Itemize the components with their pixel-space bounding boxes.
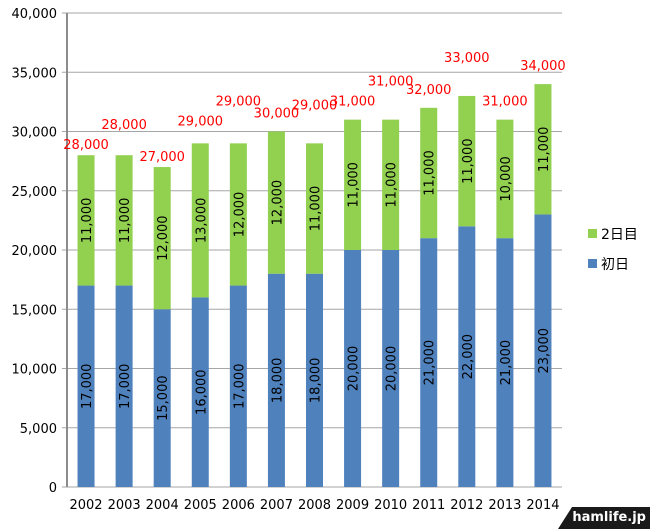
y-tick-label: 5,000	[20, 422, 57, 437]
y-tick-label: 10,000	[12, 363, 58, 378]
bar-day1	[344, 250, 362, 487]
bar-day2	[153, 167, 171, 310]
watermark-text: hamlife.jp	[572, 510, 646, 525]
bar-value-label: 17,000	[118, 364, 133, 410]
legend-label: 初日	[601, 256, 629, 273]
x-tick-label: 2005	[184, 498, 217, 513]
bar-value-label: 21,000	[423, 340, 438, 386]
x-tick-label: 2002	[69, 498, 102, 513]
bar-value-label: 11,000	[309, 186, 324, 232]
bar-day2	[420, 107, 438, 239]
bar-value-label: 11,000	[80, 198, 95, 244]
bar-value-label: 16,000	[194, 369, 209, 415]
x-tick-label: 2004	[146, 498, 179, 513]
y-tick-label: 40,000	[12, 7, 58, 22]
bar-day2	[77, 155, 95, 286]
bar-day2	[534, 84, 552, 215]
legend-swatch	[588, 229, 597, 238]
bar-value-label: 17,000	[80, 364, 95, 410]
bar-day2	[267, 131, 285, 274]
bar-value-label: 18,000	[270, 358, 285, 404]
bar-day1	[382, 250, 400, 487]
bar-day2	[229, 143, 247, 286]
bar-value-label: 20,000	[385, 346, 400, 392]
y-tick-label: 20,000	[12, 244, 58, 259]
bar-day1	[115, 285, 133, 487]
total-label: 34,000	[520, 59, 566, 74]
bar-value-label: 10,000	[499, 156, 514, 202]
bar-value-label: 21,000	[499, 340, 514, 386]
y-tick-label: 0	[49, 481, 57, 496]
bar-value-label: 20,000	[347, 346, 362, 392]
total-label: 28,000	[101, 118, 147, 133]
y-tick-label: 35,000	[12, 66, 58, 81]
bar-value-label: 11,000	[118, 198, 133, 244]
y-tick-label: 15,000	[12, 303, 58, 318]
total-label: 31,000	[368, 75, 414, 90]
bar-day2	[115, 155, 133, 286]
total-label: 29,000	[216, 94, 262, 109]
total-label: 28,000	[63, 138, 109, 153]
bar-day1	[77, 285, 95, 487]
bar-day2	[458, 95, 476, 227]
watermark-logo: hamlife.jp	[558, 507, 650, 529]
total-label: 33,000	[444, 51, 490, 66]
bar-day2	[306, 143, 323, 274]
bar-day1	[420, 238, 438, 487]
bar-value-label: 23,000	[537, 328, 552, 374]
x-tick-label: 2013	[488, 498, 521, 513]
total-label: 29,000	[178, 114, 224, 129]
x-tick-label: 2012	[450, 498, 483, 513]
bar-day1	[191, 297, 209, 487]
total-label: 31,000	[482, 95, 528, 110]
x-tick-label: 2014	[526, 498, 559, 513]
bar-value-label: 12,000	[232, 192, 247, 238]
bar-value-label: 12,000	[270, 180, 285, 226]
bar-day2	[344, 119, 362, 251]
bar-value-label: 18,000	[309, 358, 324, 404]
bar-value-label: 15,000	[156, 375, 171, 421]
total-label: 32,000	[406, 83, 452, 98]
bar-day2	[191, 143, 209, 298]
bar-value-label: 12,000	[156, 215, 171, 261]
total-label: 30,000	[254, 107, 300, 122]
x-tick-label: 2003	[108, 498, 141, 513]
x-tick-label: 2007	[260, 498, 293, 513]
total-label: 31,000	[330, 95, 376, 110]
bar-value-label: 11,000	[347, 162, 362, 208]
total-label: 29,000	[292, 98, 338, 113]
bar-value-label: 11,000	[423, 150, 438, 196]
bar-day1	[267, 273, 285, 487]
x-tick-label: 2006	[222, 498, 255, 513]
bar-day2	[382, 119, 400, 251]
bar-day1	[229, 285, 247, 487]
bar-day2	[496, 119, 514, 239]
bar-value-label: 11,000	[461, 138, 476, 184]
legend-swatch	[588, 259, 597, 268]
bar-value-label: 11,000	[537, 127, 552, 173]
y-tick-label: 25,000	[12, 185, 58, 200]
bar-value-label: 13,000	[194, 198, 209, 244]
y-tick-label: 30,000	[12, 126, 58, 141]
x-tick-label: 2009	[336, 498, 369, 513]
bar-day1	[153, 309, 171, 487]
total-label: 27,000	[139, 150, 185, 165]
bar-value-label: 11,000	[385, 162, 400, 208]
bar-day1	[306, 273, 323, 487]
bar-value-label: 17,000	[232, 364, 247, 410]
bar-value-label: 22,000	[461, 334, 476, 380]
x-tick-label: 2011	[412, 498, 445, 513]
x-tick-label: 2010	[374, 498, 407, 513]
bar-day1	[458, 226, 476, 488]
bar-day1	[496, 238, 514, 487]
x-tick-label: 2008	[298, 498, 331, 513]
legend-label: 2日目	[601, 227, 638, 243]
bar-day1	[534, 214, 552, 487]
